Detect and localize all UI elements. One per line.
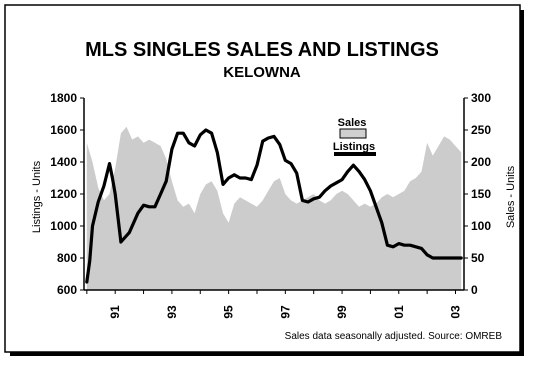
source-note: Sales data seasonally adjusted. Source: …	[285, 331, 503, 342]
y-left-tick-label: 600	[57, 283, 77, 297]
y-right-tick-label: 50	[471, 251, 485, 265]
sales-area	[86, 126, 462, 290]
y-right-tick-label: 150	[471, 187, 491, 201]
y-right-tick-label: 250	[471, 123, 491, 137]
chart-title: MLS SINGLES SALES AND LISTINGS	[85, 39, 439, 61]
y-right-tick-label: 300	[471, 91, 491, 105]
y-left-tick-label: 1200	[50, 187, 77, 201]
y-axis-left-label: Listings - Units	[31, 160, 43, 233]
x-tick-label: 99	[335, 305, 349, 319]
chart-canvas: MLS SINGLES SALES AND LISTINGS KELOWNA 6…	[4, 4, 524, 356]
legend-listings-label: Listings	[333, 141, 375, 153]
legend: Sales Listings	[333, 117, 376, 156]
plot-area: 600 800 1000 1200 1400 1600 1800 0 50 100 150 200 25…	[50, 91, 491, 319]
chart: MLS SINGLES SALES AND LISTINGS KELOWNA 6…	[4, 4, 525, 357]
y-left-tick-label: 800	[57, 251, 77, 265]
x-tick-label: 95	[222, 305, 236, 319]
y-right-tick-label: 100	[471, 219, 491, 233]
listings-line	[85, 128, 463, 284]
frame-shadow-bottom	[10, 352, 523, 356]
y-right-tick-label: 200	[471, 155, 491, 169]
y-right-tick-label: 0	[471, 283, 478, 297]
y-left-tick-label: 1600	[50, 123, 77, 137]
y-axis-right-label: Sales - Units	[505, 165, 517, 228]
x-tick-label: 01	[392, 305, 406, 319]
x-tick-label: 91	[108, 305, 122, 319]
legend-sales-swatch	[339, 128, 367, 139]
frame-shadow-right	[520, 10, 524, 356]
x-tick-label: 03	[449, 305, 463, 319]
y-left-tick-label: 1400	[50, 155, 77, 169]
x-tick-label: 93	[165, 305, 179, 319]
legend-sales-label: Sales	[338, 117, 367, 129]
legend-listings-swatch	[334, 152, 376, 156]
y-left-tick-label: 1000	[50, 219, 77, 233]
chart-subtitle: KELOWNA	[223, 64, 301, 81]
y-left-tick-label: 1800	[50, 91, 77, 105]
x-tick-label: 97	[278, 305, 292, 319]
